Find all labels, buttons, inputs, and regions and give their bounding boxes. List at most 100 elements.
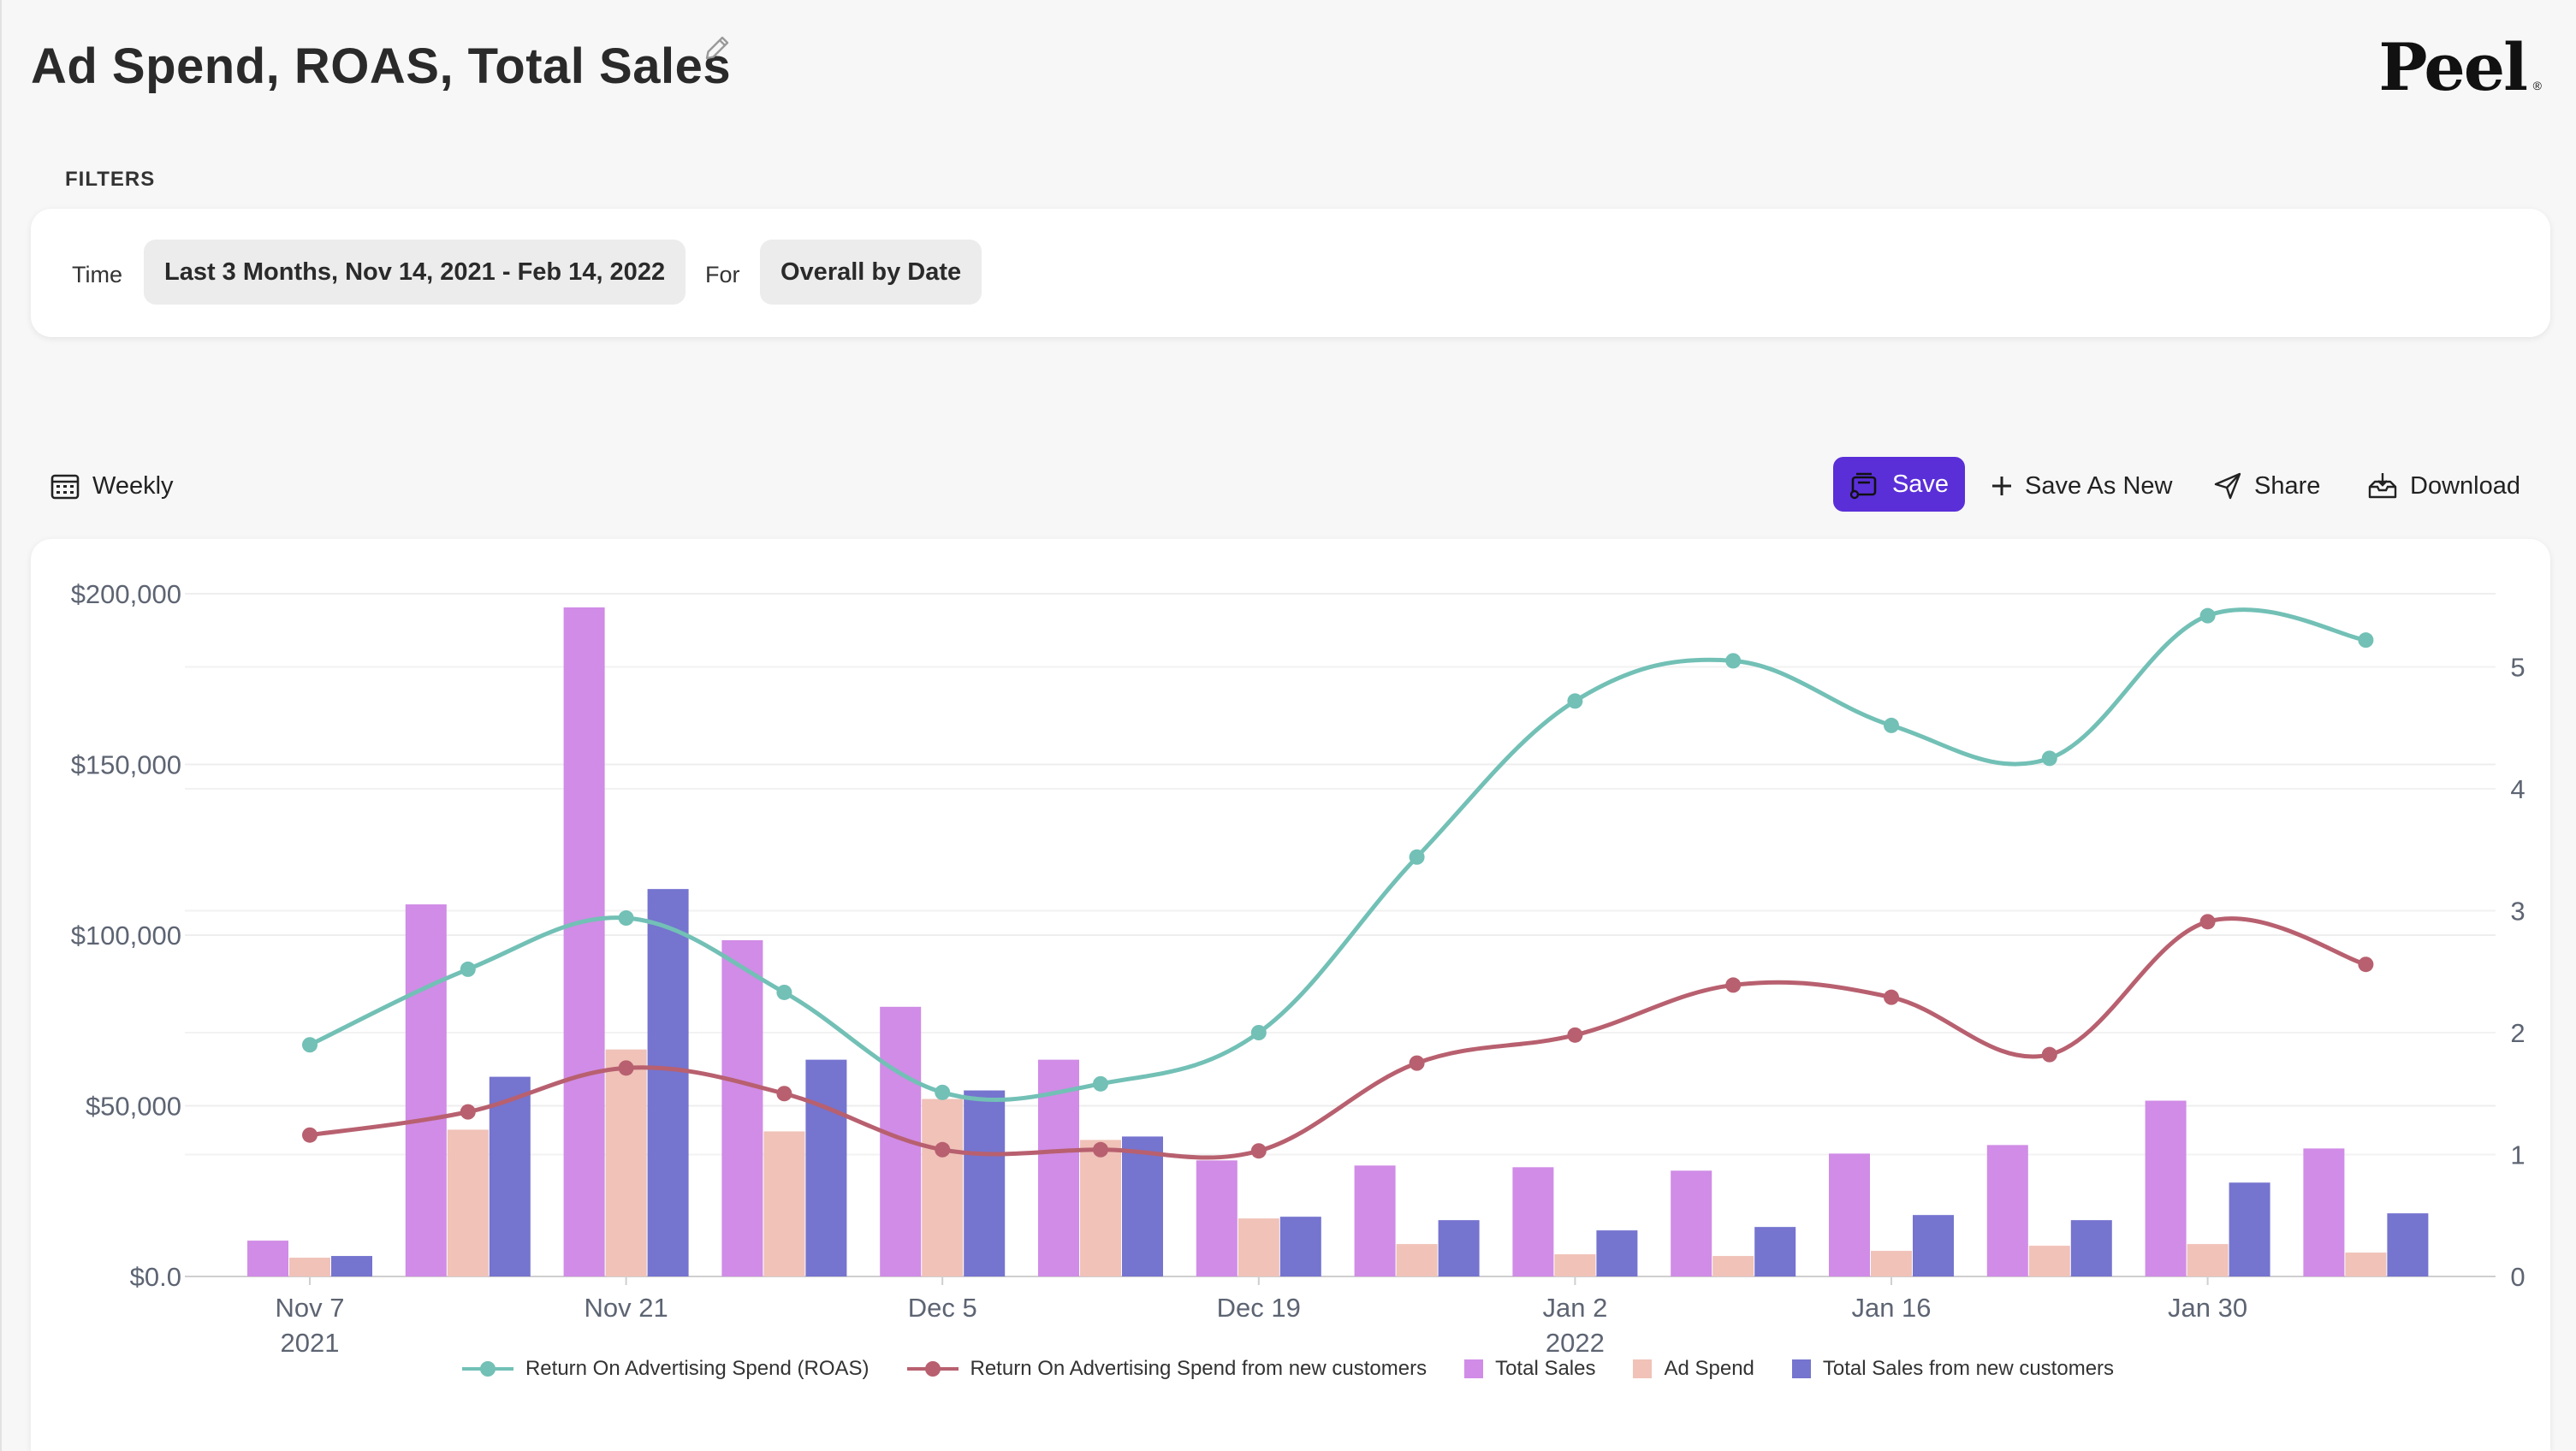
page-title: Ad Spend, ROAS, Total Sales [31,38,732,94]
y-right-tick-label: 5 [2510,653,2525,683]
bar [1986,1145,2028,1276]
x-tick-label: Dec 5 [908,1293,977,1323]
bar [763,1131,805,1276]
legend-item-total-sales[interactable]: Total Sales [1464,1357,1595,1381]
chart-card [31,539,2550,1451]
series-point [1093,1075,1108,1092]
bar [1396,1244,1438,1276]
left-border [0,0,2,1451]
bar [1196,1160,1238,1276]
series-line [308,607,2366,1103]
series-point [935,1084,951,1100]
legend-label: Total Sales from new customers [1822,1357,2115,1380]
x-tick-label: Dec 19 [1217,1293,1301,1323]
download-icon [2368,473,2397,499]
series-point [1250,1025,1267,1040]
bar [563,607,605,1276]
download-button[interactable]: Download [2367,459,2520,513]
share-button[interactable]: Share [2213,459,2320,513]
series-point [2358,956,2374,973]
granularity-selector[interactable]: Weekly [50,459,174,513]
series-point [2041,750,2057,767]
series-point [1250,1143,1267,1159]
legend-label: Return On Advertising Spend (ROAS) [525,1357,870,1380]
save-icon [1849,472,1877,500]
bar [922,1099,964,1276]
bar [2303,1148,2345,1276]
y-right-tick-label: 3 [2510,897,2525,927]
bar [405,904,447,1276]
bar [805,1059,847,1276]
save-as-new-button[interactable]: Save As New [1991,459,2172,513]
series-point [618,910,634,927]
calendar-icon [50,474,80,500]
series-point [1884,989,1899,1005]
bar [1554,1254,1596,1276]
filters-heading: FILTERS [65,168,156,191]
series-point [1725,653,1742,669]
pencil-icon[interactable] [702,33,733,63]
x-tick-label: Jan 16 [1851,1293,1931,1323]
bar [2145,1100,2187,1276]
logo-mark: ® [2532,79,2542,92]
bar [605,1049,647,1276]
y-right-tick-label: 0 [2510,1262,2525,1292]
series-point [776,1086,792,1102]
download-label: Download [2410,471,2520,500]
y-right-tick-label: 1 [2510,1140,2525,1170]
legend-label: Return On Advertising Spend from new cus… [970,1357,1427,1380]
y-right-tick-label: 2 [2510,1018,2525,1048]
series-point [1093,1141,1108,1158]
series-point [302,1037,318,1053]
series-point [1409,849,1425,865]
group-by-selector[interactable]: Overall by Date [760,240,982,305]
for-filter-label: For [705,262,740,287]
series-point [776,984,792,1000]
bar [489,1076,531,1276]
bar [331,1256,372,1276]
bar [721,939,763,1276]
legend-item-total-sales-new[interactable]: Total Sales from new customers [1791,1357,2115,1381]
bar [1829,1153,1870,1276]
series-point [1567,1027,1583,1043]
peel-logo: Peel [2378,29,2528,105]
bar [2070,1220,2112,1276]
bar [1712,1256,1754,1276]
bar [1596,1230,1638,1276]
series-point [1409,1055,1425,1071]
bar [2028,1246,2070,1276]
bar [1913,1215,1954,1276]
series-point [618,1060,634,1076]
y-left-tick-label: $0.0 [130,1262,181,1292]
chart-legend: Return On Advertising Spend (ROAS) Retur… [0,1357,2576,1381]
legend-swatch [1464,1359,1484,1378]
x-tick-label: Nov 7 [276,1293,345,1323]
save-button[interactable]: Save [1833,457,1965,512]
x-tick-label: Jan 30 [2168,1293,2247,1323]
bar [447,1129,489,1276]
send-icon [2214,472,2241,500]
series-point [2199,607,2216,624]
legend-item-roas[interactable]: Return On Advertising Spend (ROAS) [461,1357,870,1381]
bar [289,1258,330,1276]
legend-label: Total Sales [1495,1357,1596,1380]
bar [964,1090,1006,1276]
y-left-tick-label: $150,000 [71,750,181,780]
bar [2187,1244,2229,1276]
x-tick-label: Nov 21 [584,1293,668,1323]
y-left-tick-label: $100,000 [71,921,181,951]
time-range-selector[interactable]: Last 3 Months, Nov 14, 2021 - Feb 14, 20… [144,240,686,305]
series-point [460,1104,476,1120]
series-point [1567,693,1583,709]
bar [1122,1136,1163,1276]
legend-item-roas-new[interactable]: Return On Advertising Spend from new cus… [906,1357,1427,1381]
bar [1754,1227,1796,1276]
bar [2387,1213,2429,1276]
x-tick-label: Jan 2 [1542,1293,1607,1323]
series-point [2199,914,2216,930]
legend-label: Ad Spend [1664,1357,1754,1380]
legend-item-ad-spend[interactable]: Ad Spend [1633,1357,1754,1381]
time-filter-label: Time [72,262,122,287]
series-point [302,1127,318,1143]
